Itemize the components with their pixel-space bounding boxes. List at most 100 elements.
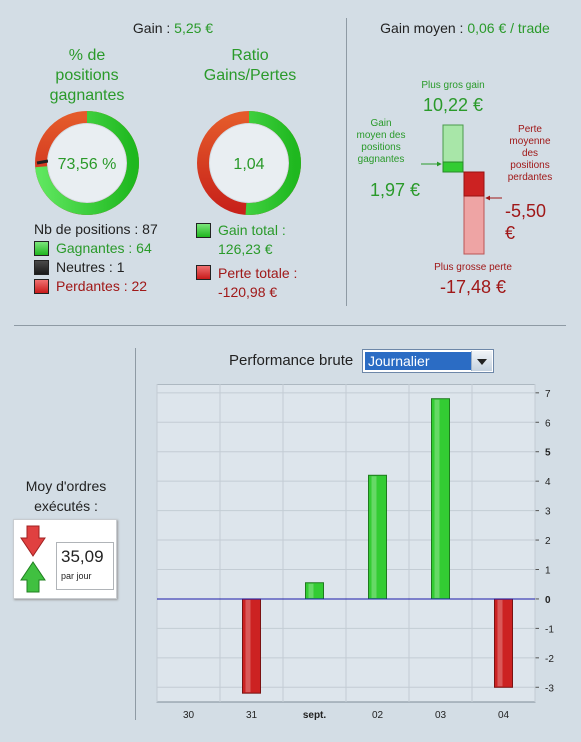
x-tick-label: sept. [303,710,327,721]
period-dropdown-button[interactable] [471,351,492,371]
biggest-gain-value: 10,22 € [422,95,484,115]
x-tick-label: 02 [372,710,384,721]
y-tick-label: -1 [545,624,554,635]
avg-loss-value-line: -5,50 [505,201,547,221]
orders-title-line: Moy d'ordres [25,478,107,494]
positions-total: Nb de positions : 87 [34,221,158,237]
gain-loss-box-diagram [421,124,502,255]
avg-gain-value: 0,06 € / trade [467,20,550,36]
avg-win-label-line: positions [361,142,401,153]
orders-value: 35,09 [61,547,104,566]
win-pct-title-line: positions [55,67,119,84]
gain-bar [431,398,450,600]
biggest-loss-label: Plus grosse perte [434,262,512,273]
win-pct-title: % de positions gagnantes [37,46,137,106]
avg-win-label-line: moyen des [356,130,406,141]
period-select[interactable]: Journalier [362,349,494,373]
win-pct-title-line: % de [68,47,106,64]
y-tick-label: 0 [545,595,551,606]
orders-unit: par jour [61,571,92,581]
positions-losers: Perdantes : 22 [56,278,148,294]
avg-win-label-line: gagnantes [357,154,405,165]
win-pct-value: 73,56 % [58,156,117,173]
top-divider [346,18,347,306]
y-tick-label: 4 [545,477,551,488]
avg-loss-bar [463,171,485,197]
orders-value-box: 35,09 par jour [56,542,114,590]
loss-total-value: -120,98 € [218,284,278,300]
gain-square-icon [34,241,49,256]
performance-chart: 7 6 5 4 3 2 1 0 -1 -2 -3 30 31 sept. 02 03 04 [156,384,554,721]
y-tick-label: -2 [545,654,554,665]
x-tick-label: 30 [183,710,195,721]
gain-header: Gain : 5,25 € [0,20,346,36]
loss-square-icon [196,265,211,280]
ratio-title-line: Ratio [231,47,269,64]
biggest-loss-box [463,195,485,255]
avg-win-value: 1,97 € [370,180,421,200]
chevron-down-icon [477,359,487,365]
ratio-value: 1,04 [233,156,264,173]
loss-square-icon [34,279,49,294]
avg-win-label-line: Gain [370,118,392,129]
y-tick-label: 2 [545,536,551,547]
x-tick-label: 31 [246,710,258,721]
bar-highlight [497,599,503,687]
gain-value: 5,25 € [174,20,214,36]
orders-card: 35,09 par jour [13,519,117,599]
bar-highlight [308,583,314,598]
bottom-divider [135,348,136,720]
avg-loss-value: -5,50 € [505,200,546,244]
biggest-gain-label: Plus gros gain [421,80,485,91]
y-tick-label: 3 [545,507,551,518]
loss-total: Perte totale : -120,98 € [218,264,297,302]
avg-gain-header: Gain moyen : 0,06 € / trade [350,20,580,36]
positions-neutral: Neutres : 1 [56,259,125,275]
y-tick-label: -3 [545,683,554,694]
avg-win-label: Gain moyen des positions gagnantes [356,118,406,166]
avg-loss-label-line: Perte [518,124,542,135]
x-tick-label: 04 [498,710,510,721]
gain-square-icon [196,223,211,238]
donut-gain-arc [35,111,139,215]
donut-neutral-mark [36,159,49,165]
donut-hole [48,124,126,202]
biggest-loss-value: -17,48 € [439,277,507,297]
avg-win-bar [442,161,464,173]
ratio-title-line: Gains/Pertes [203,67,297,84]
donut-hole [210,124,288,202]
y-tick-label: 6 [545,418,551,429]
orders-title: Moy d'ordres exécutés : [0,476,132,516]
gain-total-value: 126,23 € [218,241,273,257]
gain-total: Gain total : 126,23 € [218,221,286,259]
section-divider [14,325,566,326]
avg-loss-label: Perte moyenne des positions perdantes [504,124,556,184]
loss-bar [494,598,513,688]
bar-highlight [371,476,377,598]
period-select-value[interactable]: Journalier [365,352,471,370]
bar-highlight [434,399,440,598]
avg-loss-value-line: € [505,223,516,243]
win-pct-donut: 73,56 % [35,111,139,215]
ratio-title: Ratio Gains/Pertes [190,46,310,86]
donut-gain-arc [197,111,301,215]
neutral-square-icon [34,260,49,275]
orders-title-line: exécutés : [34,498,98,514]
avg-loss-label-line: moyenne [509,136,551,147]
avg-loss-label-line: des [521,148,539,159]
bar-highlight [245,599,251,693]
y-tick-label: 5 [545,448,551,459]
loss-bar [242,598,261,694]
avg-loss-label-line: positions [510,160,550,171]
ratio-donut: 1,04 [197,111,301,215]
gain-bar [368,474,387,600]
avg-loss-label-line: perdantes [507,172,553,183]
win-pct-title-line: gagnantes [49,87,125,104]
y-tick-label: 1 [545,566,551,577]
x-tick-label: 03 [435,710,447,721]
gain-total-label: Gain total : [218,222,286,238]
avg-gain-label: Gain moyen : [380,20,468,36]
up-arrow-icon [20,561,46,593]
gain-label: Gain : [132,20,175,36]
orders-arrows-icon [20,525,46,593]
